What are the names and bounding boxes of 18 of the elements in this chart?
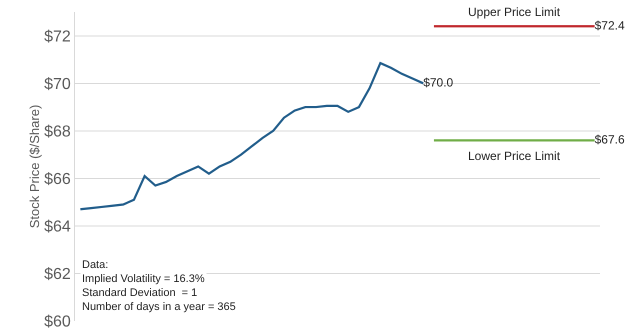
y-tick-label: $62 — [44, 266, 71, 284]
y-tick-label: $68 — [44, 123, 71, 140]
annotation: Standard Deviation = 1 — [82, 287, 198, 299]
y-tick-label: $72 — [44, 28, 71, 46]
data-label: $72.4 — [594, 18, 625, 32]
y-tick-label: $70 — [44, 76, 71, 93]
y-tick-label: $64 — [44, 218, 71, 236]
line-series — [79, 62, 424, 210]
y-tick-label: $60 — [44, 314, 71, 331]
data-label: $67.6 — [594, 132, 625, 146]
annotation: Data: — [82, 259, 108, 271]
y-tick-label: $66 — [44, 170, 71, 188]
series-label: Lower Price Limit — [468, 149, 561, 163]
annotation: Number of days in a year = 365 — [82, 301, 236, 313]
data-label: $70.0 — [423, 75, 454, 90]
series-label: Upper Price Limit — [468, 5, 561, 19]
y-axis-title: Stock Price ($/Share) — [27, 104, 42, 228]
annotation: Implied Volatility = 16.3% — [82, 273, 205, 285]
